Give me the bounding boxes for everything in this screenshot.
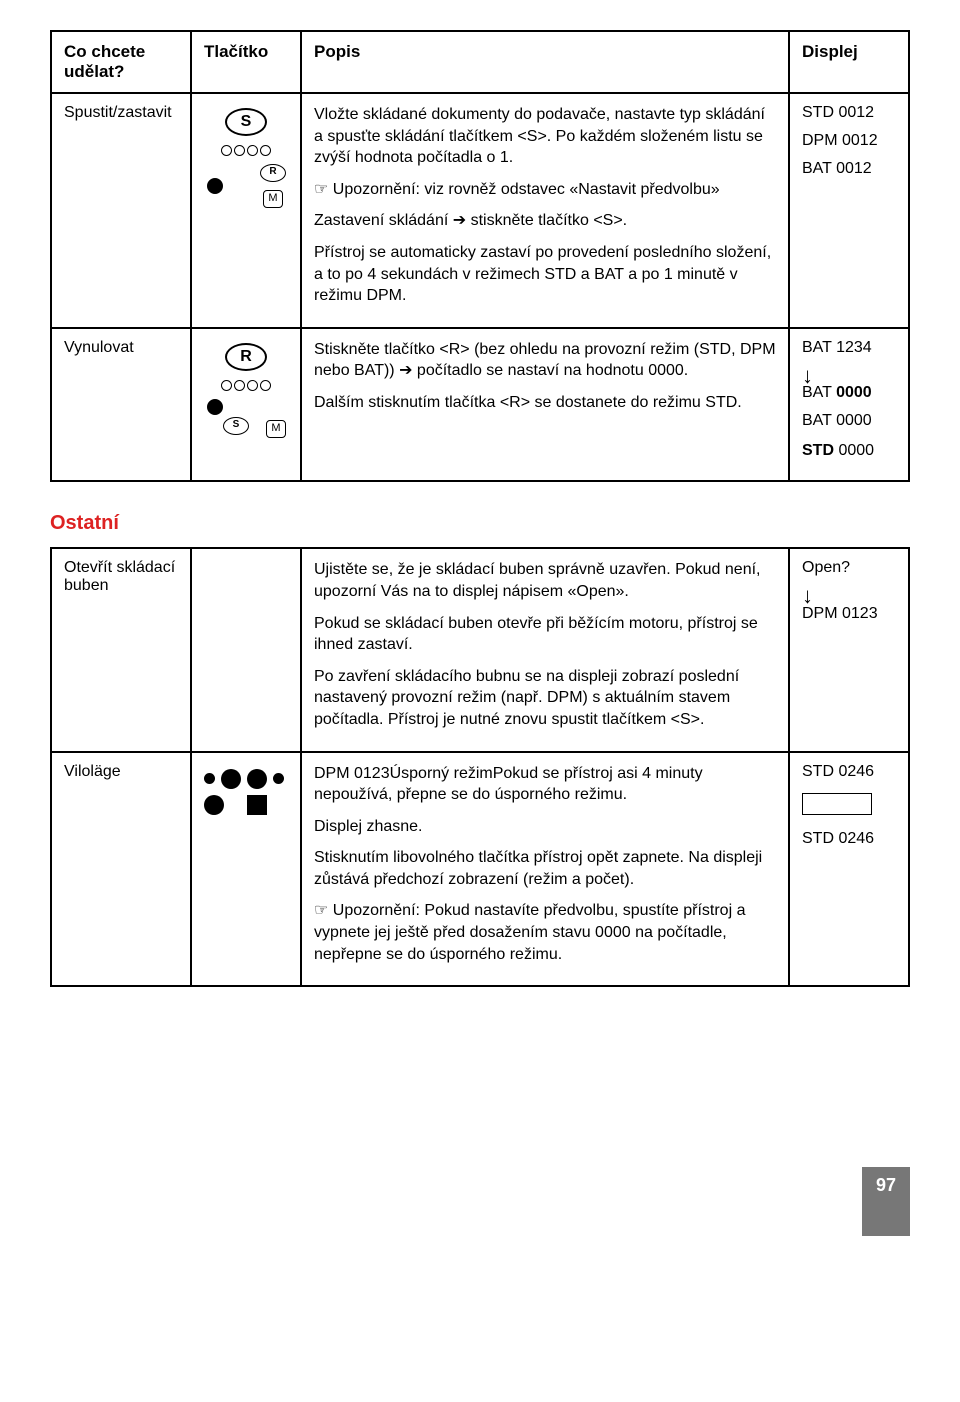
th-desc: Popis [301,31,789,93]
row-idle-mode: Viloläge DPM 0123Úsporný režimPokud se p… [51,752,909,987]
arrow-down-icon: ↓ [802,587,896,605]
button-m-small-icon: M [266,420,286,438]
button-r-icon: R [225,343,267,371]
button-r-small-icon: R [260,164,286,182]
th-button: Tlačítko [191,31,301,93]
button-m-small-icon: M [263,190,283,208]
section-heading-other: Ostatní [50,512,910,535]
button-s-small-icon: S [223,417,249,435]
desc-cell: Stiskněte tlačítko <R> (bez ohledu na pr… [301,328,789,482]
operations-table-2: Otevřít skládací buben Ujistěte se, že j… [50,547,910,987]
idle-mode-icon [204,769,284,815]
button-cell [191,752,301,987]
button-cell [191,548,301,751]
button-diagram-r: R S M [206,343,286,441]
row-open-drum: Otevřít skládací buben Ujistěte se, že j… [51,548,909,751]
operations-table-1: Co chcete udělat? Tlačítko Popis Displej… [50,30,910,482]
button-cell: S R M [191,93,301,328]
row-reset: Vynulovat R S M [51,328,909,482]
desc-cell: Ujistěte se, že je skládací buben správn… [301,548,789,751]
row-start-stop: Spustit/zastavit S R M [51,93,909,328]
action-cell: Spustit/zastavit [51,93,191,328]
arrow-down-icon: ↓ [802,367,896,385]
button-cell: R S M [191,328,301,482]
disp-cell: STD 0246 STD 0246 [789,752,909,987]
desc-cell: Vložte skládané dokumenty do podavače, n… [301,93,789,328]
th-action: Co chcete udělat? [51,31,191,93]
action-cell: Otevřít skládací buben [51,548,191,751]
disp-cell: Open? ↓ DPM 0123 [789,548,909,751]
disp-cell: BAT 1234 ↓ BAT 0000 BAT 0000 STD 0000 [789,328,909,482]
blank-display-icon [802,793,872,815]
action-cell: Viloläge [51,752,191,987]
disp-cell: STD 0012 DPM 0012 BAT 0012 [789,93,909,328]
desc-cell: DPM 0123Úsporný režimPokud se přístroj a… [301,752,789,987]
page-footer: 97 [50,1167,910,1236]
page-number: 97 [862,1167,910,1236]
th-disp: Displej [789,31,909,93]
button-s-icon: S [225,108,267,136]
button-diagram-s: S R M [206,108,286,208]
action-cell: Vynulovat [51,328,191,482]
